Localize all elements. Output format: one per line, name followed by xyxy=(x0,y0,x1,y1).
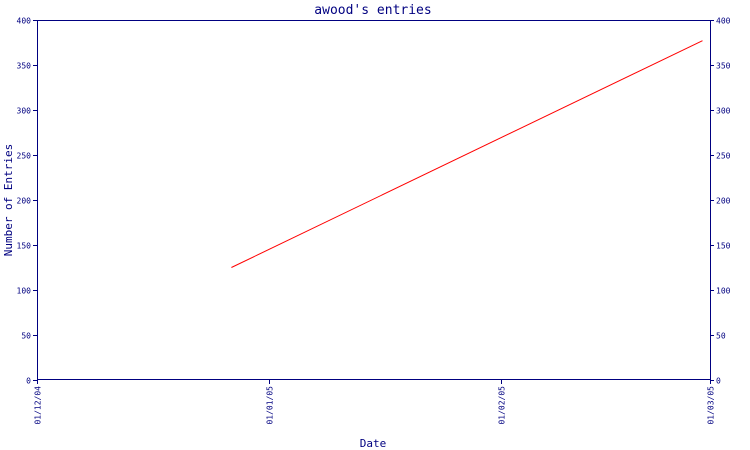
left-axis: 0 50 100 150 200 250 300 350 400 xyxy=(17,17,37,386)
chart-title: awood's entries xyxy=(314,3,431,18)
x-tick-label: 01/01/05 xyxy=(266,386,275,425)
y-tick-label-right: 200 xyxy=(716,197,731,206)
y-tick-label-left: 300 xyxy=(17,107,32,116)
y-tick-label-right: 400 xyxy=(716,17,731,26)
x-tick-label: 01/03/05 xyxy=(707,386,716,425)
y-tick-label-left: 200 xyxy=(17,197,32,206)
series-group xyxy=(231,40,703,268)
right-axis: 0 50 100 150 200 250 300 350 400 xyxy=(710,17,731,386)
y-tick-label-right: 300 xyxy=(716,107,731,116)
plot-frame xyxy=(37,20,711,380)
y-tick-label-left: 50 xyxy=(21,332,31,341)
y-tick-label-right: 0 xyxy=(716,377,721,386)
x-axis: 01/12/04 01/01/05 01/02/05 01/03/05 xyxy=(34,380,716,425)
x-axis-label: Date xyxy=(360,437,387,450)
y-tick-label-left: 100 xyxy=(17,287,32,296)
y-tick-label-right: 150 xyxy=(716,242,731,251)
y-tick-label-right: 350 xyxy=(716,62,731,71)
series-line xyxy=(231,40,703,268)
y-tick-label-left: 0 xyxy=(26,377,31,386)
y-tick-label-left: 350 xyxy=(17,62,32,71)
y-tick-label-right: 100 xyxy=(716,287,731,296)
y-tick-label-left: 400 xyxy=(17,17,32,26)
x-tick-label: 01/12/04 xyxy=(34,386,43,425)
y-tick-label-right: 50 xyxy=(716,332,726,341)
y-axis-label: Number of Entries xyxy=(2,144,15,257)
x-tick-label: 01/02/05 xyxy=(498,386,507,425)
y-tick-label-right: 250 xyxy=(716,152,731,161)
y-tick-label-left: 150 xyxy=(17,242,32,251)
y-tick-label-left: 250 xyxy=(17,152,32,161)
